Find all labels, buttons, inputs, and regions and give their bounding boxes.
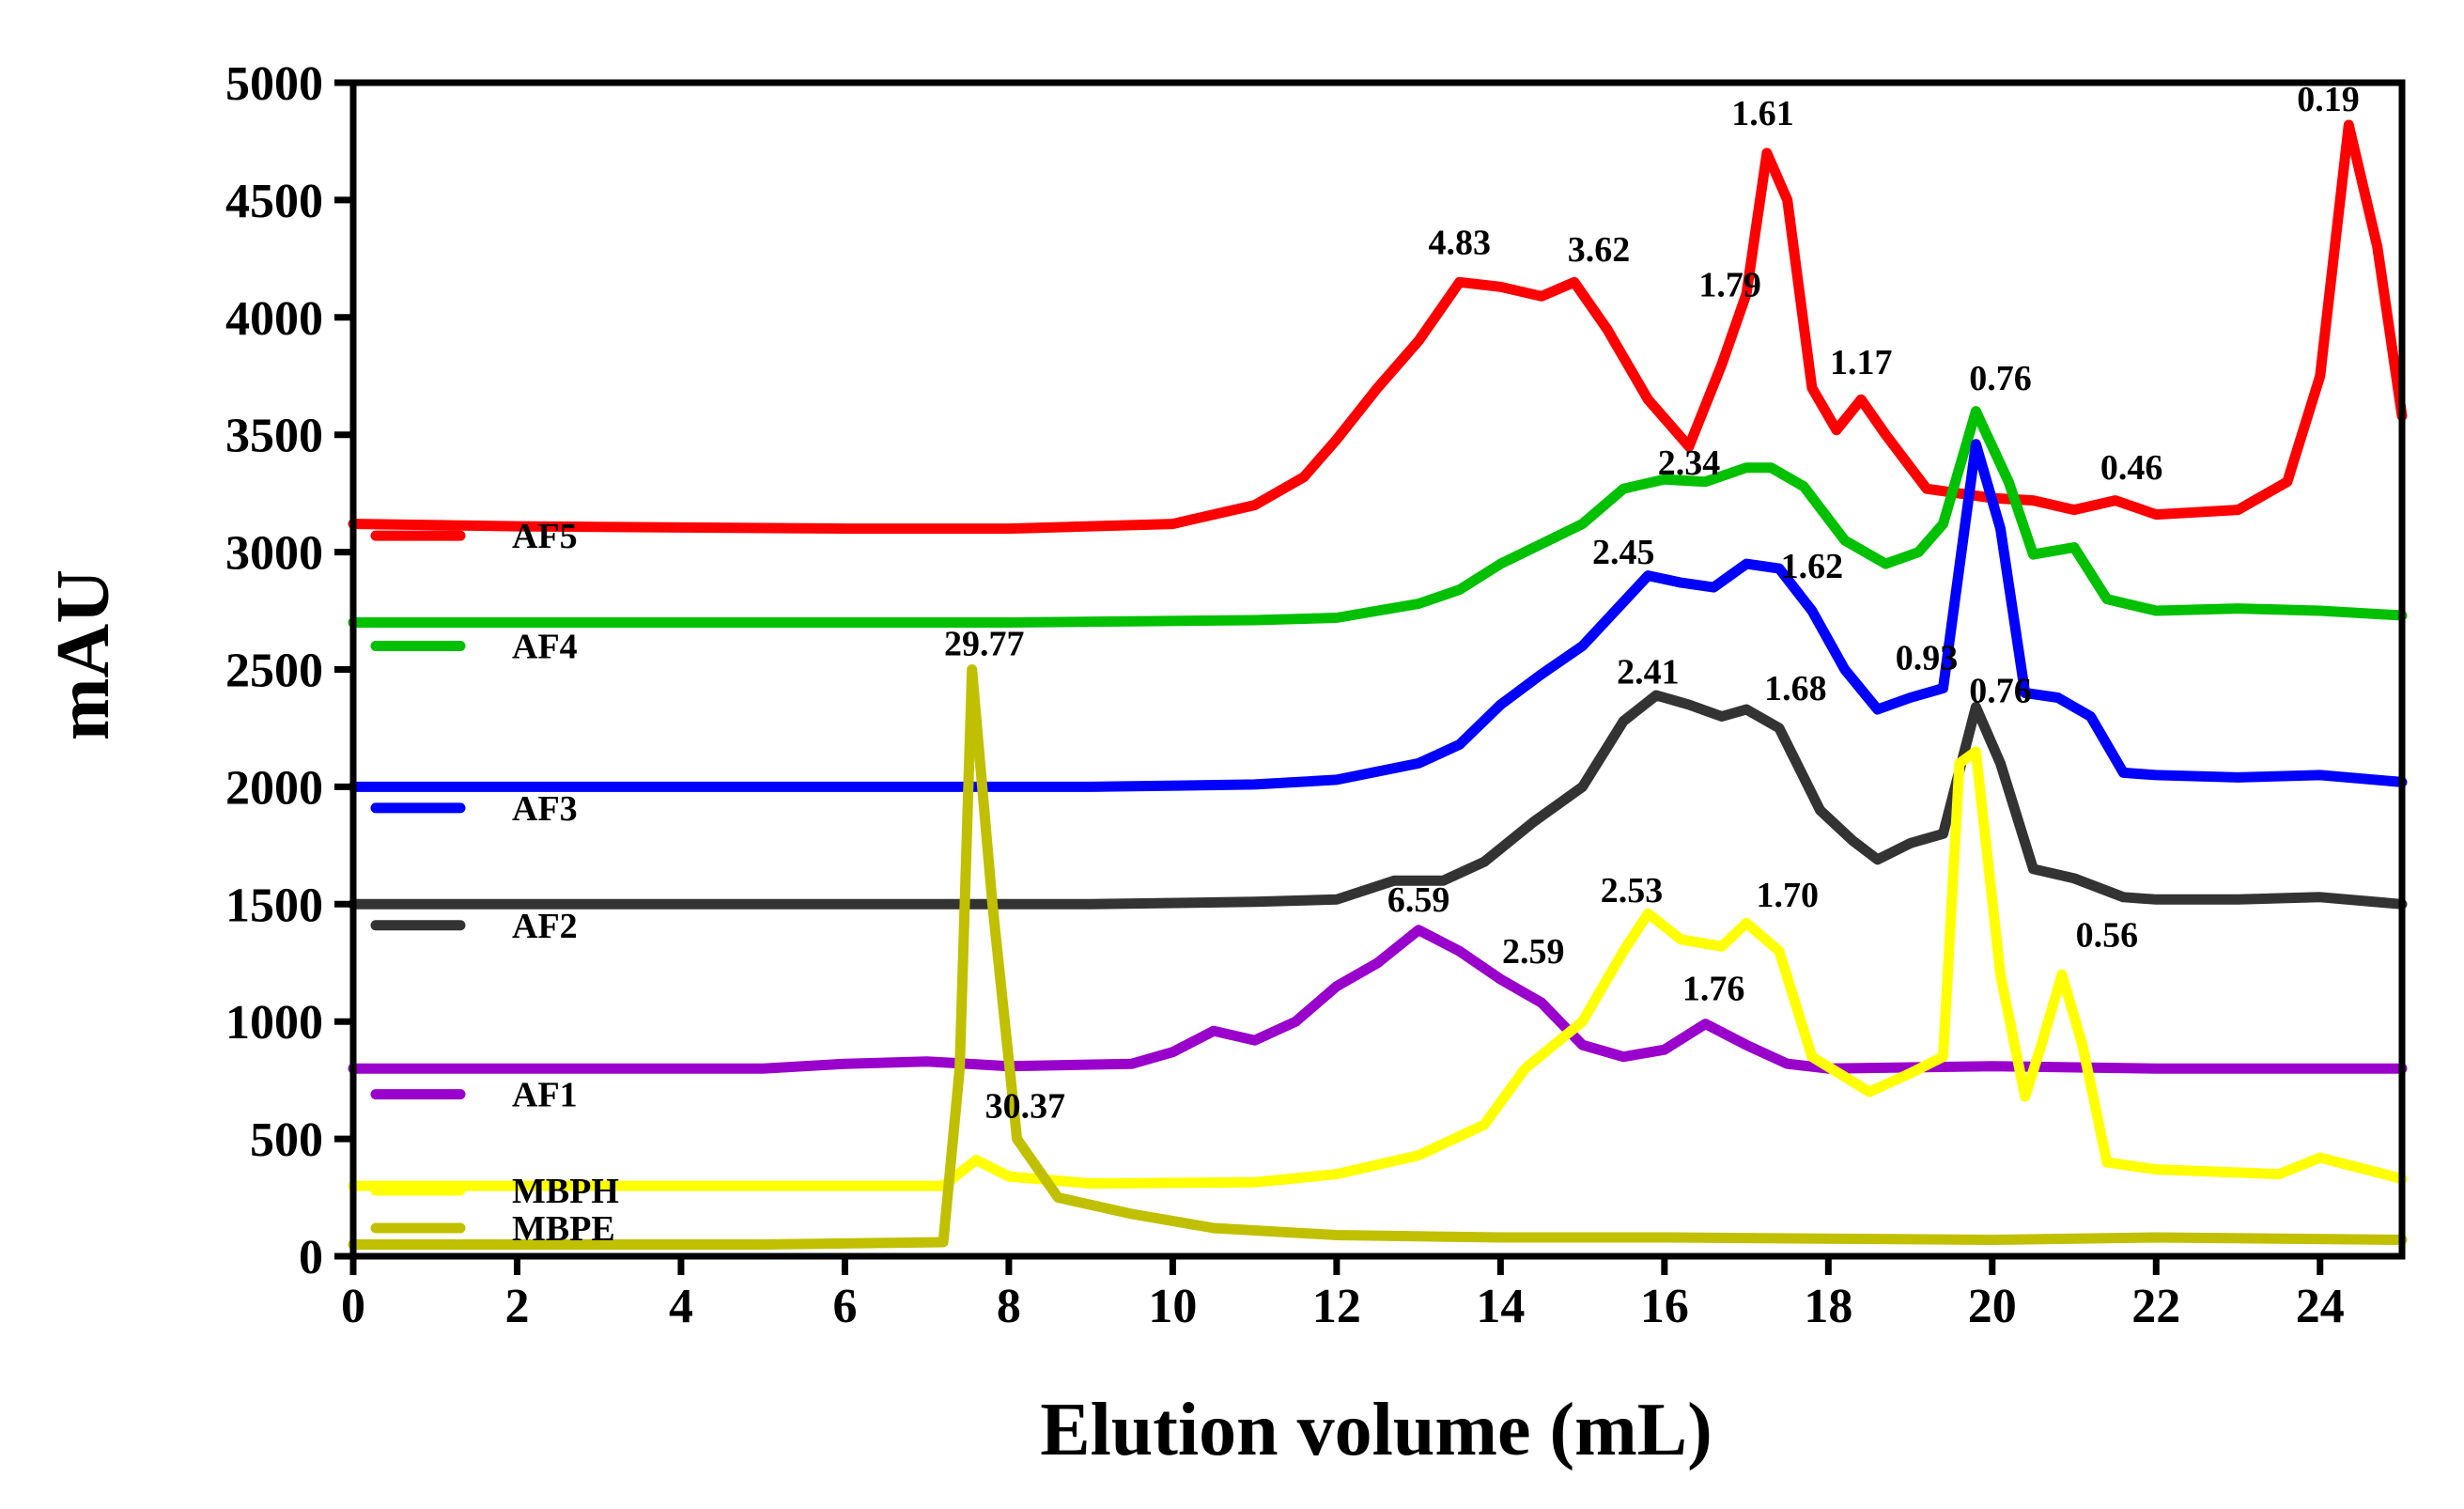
series-line-af4 [348,406,2408,628]
x-tick-label: 18 [1804,1280,1852,1333]
peak-label: 2.59 [1502,932,1565,972]
peak-label: 0.76 [1969,671,2032,710]
legend-label-af5: AF5 [512,517,578,556]
y-tick-label: 4500 [225,175,323,228]
peak-label: 4.83 [1428,223,1491,262]
peak-label: 0.76 [1969,359,2032,398]
y-tick-label: 2500 [225,645,323,698]
peak-label: 2.34 [1658,443,1721,483]
peak-label: 0.46 [2100,448,2163,488]
y-tick-label: 500 [250,1113,323,1167]
peak-label: 30.37 [985,1087,1066,1127]
y-tick-label: 3000 [225,527,323,581]
peak-label: 0.56 [2076,915,2139,955]
x-tick-label: 16 [1640,1280,1689,1333]
peak-label: 1.68 [1764,669,1827,708]
x-tick-label: 12 [1312,1280,1361,1333]
y-tick-label: 3500 [225,410,323,463]
legend-label-af1: AF1 [512,1076,578,1115]
y-axis-title: mAU [42,569,125,740]
series-lines [348,119,2408,1250]
peak-label: 1.79 [1698,265,1761,304]
peak-label: 1.70 [1756,876,1819,915]
series-line-af2 [348,690,2408,910]
y-tick-label: 4000 [225,292,323,346]
legend-label-mbph: MBPH [512,1172,619,1211]
peak-label: 1.62 [1781,547,1844,586]
x-tick-label: 20 [1968,1280,2017,1333]
peak-label: 3.62 [1568,230,1631,270]
x-tick-label: 10 [1148,1280,1197,1333]
x-tick-label: 14 [1476,1280,1525,1333]
legend-label-af4: AF4 [512,628,578,667]
y-tick-label: 5000 [225,57,323,111]
series-line-mbpe [348,664,2408,1250]
peak-label: 0.19 [2297,80,2360,119]
x-axis-title: Elution volume (mL) [1040,1389,1712,1471]
peak-label: 2.41 [1617,652,1680,692]
y-tick-label: 0 [299,1231,323,1284]
y-tick-label: 2000 [225,761,323,815]
series-line-af3 [348,439,2408,792]
x-tick-label: 22 [2131,1280,2180,1333]
y-tick-label: 1500 [225,879,323,932]
peak-label: 1.17 [1830,343,1893,382]
peak-label: 6.59 [1387,880,1450,920]
x-tick-label: 0 [341,1280,365,1333]
x-tick-label: 24 [2296,1280,2345,1333]
legend-label-af2: AF2 [512,907,578,946]
series-line-af1 [348,925,2408,1074]
peak-label: 1.76 [1682,970,1745,1009]
legend-label-af3: AF3 [512,789,578,829]
peak-label: 0.93 [1896,639,1959,678]
peak-label: 2.53 [1601,871,1664,910]
x-tick-label: 6 [832,1280,857,1333]
x-tick-label: 2 [504,1280,529,1333]
axes: 0 2 4 6 8 10 12 14 16 18 20 22 240500100015002000250… [225,57,2406,1333]
legend-label-mbpe: MBPE [512,1209,615,1249]
x-tick-label: 4 [669,1280,693,1333]
peak-label: 1.61 [1731,94,1794,133]
peak-label: 29.77 [944,625,1025,664]
series-line-af5 [348,119,2408,535]
y-tick-label: 1000 [225,996,323,1050]
peak-label: 2.45 [1592,533,1655,572]
peak-annotations: 4.83 3.62 1.79 1.61 1.17 0.76 0.46 0.19 2.34 2.45… [944,80,2360,1127]
x-tick-label: 8 [997,1280,1021,1333]
series-line-mbph [348,746,2408,1191]
